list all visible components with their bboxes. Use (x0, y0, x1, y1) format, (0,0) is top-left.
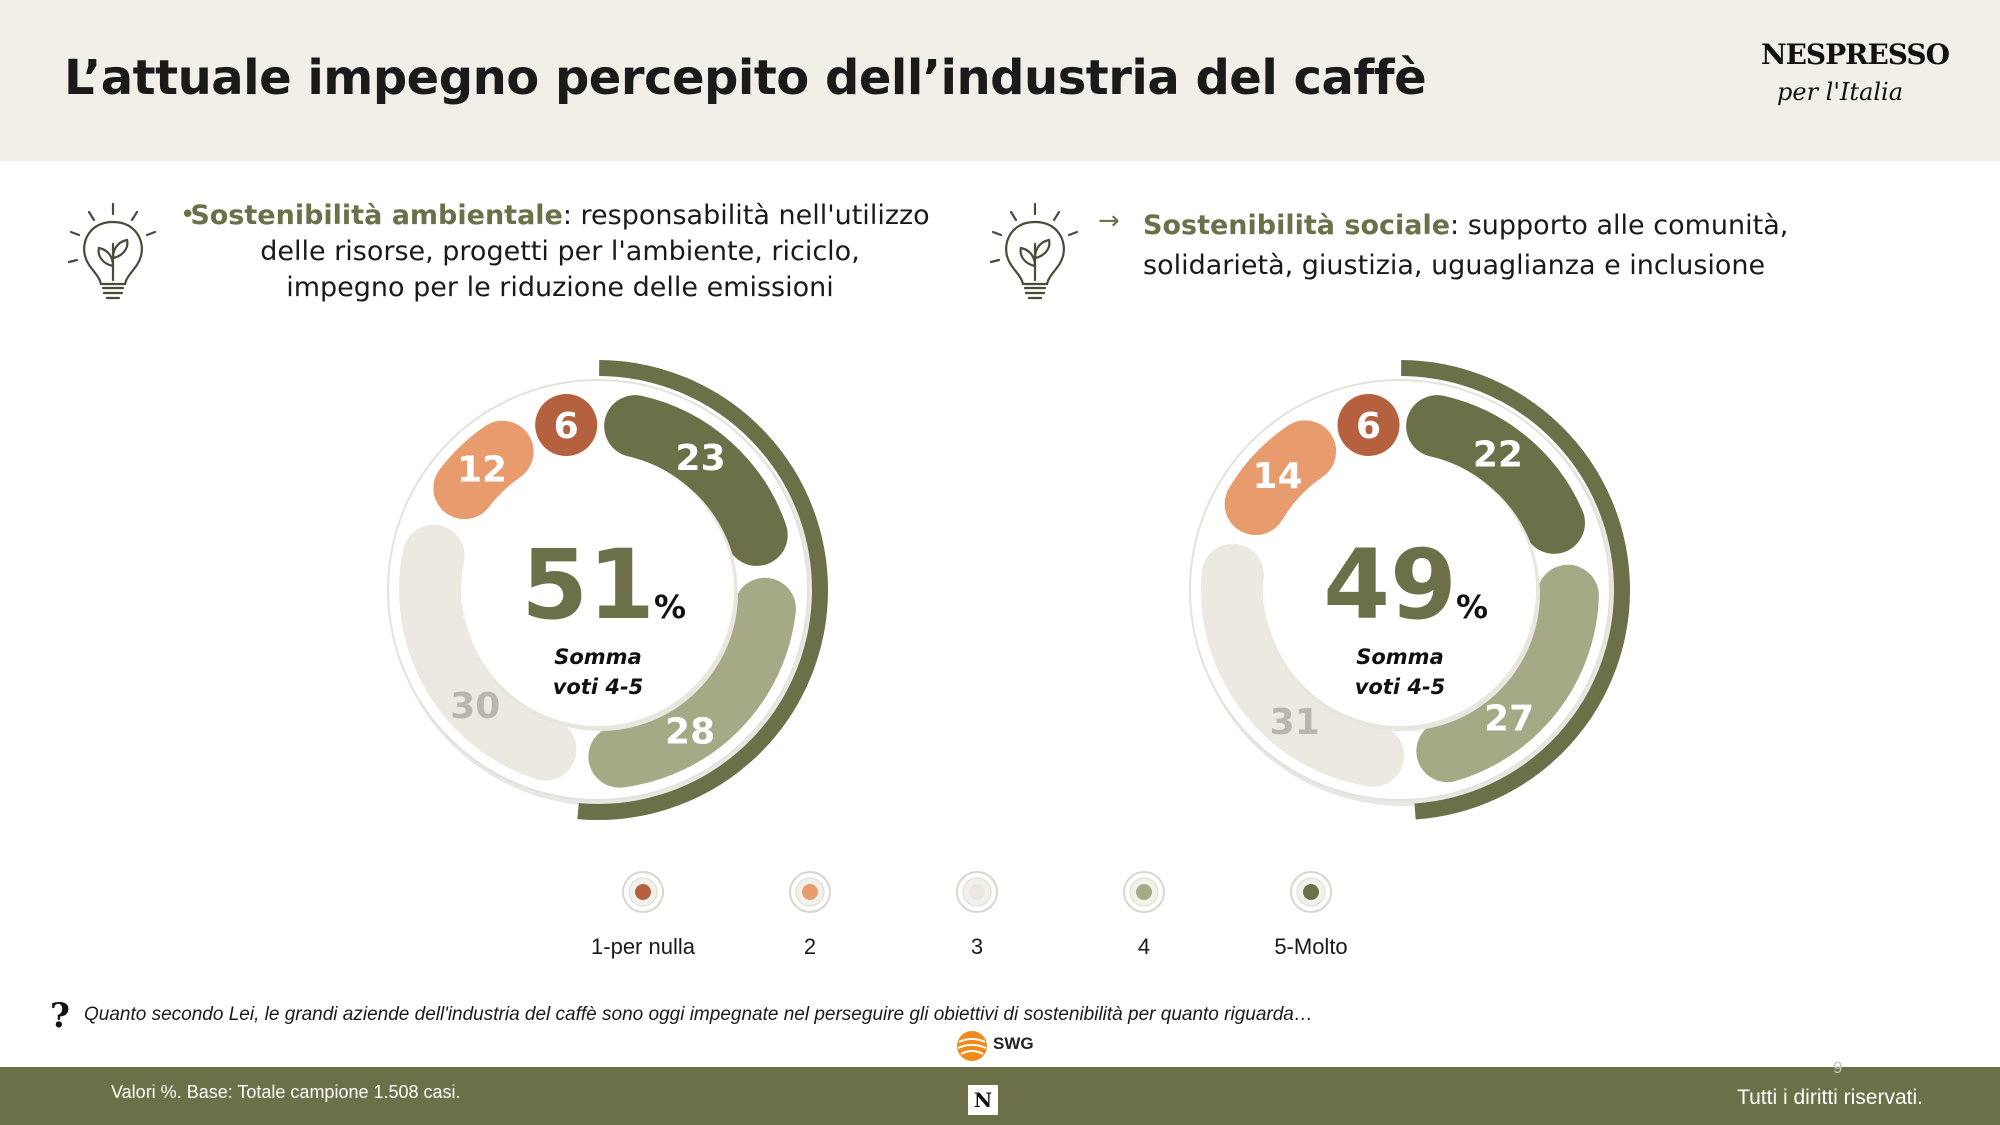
donut-chart-sociale: 22 27 31 14 6 49% Somma voti 4-5 (1160, 350, 1640, 830)
center-caption: Somma (554, 645, 642, 669)
legend-label: 3 (970, 934, 984, 959)
section-text-line: : supporto alle comunità, (1450, 210, 1789, 241)
section-text-line: solidarietà, giustizia, uguaglianza e in… (1143, 250, 1766, 281)
swg-logo: SWG (955, 1028, 1055, 1064)
slice-value-label: 28 (665, 712, 715, 753)
question-icon: ? (50, 996, 70, 1036)
top-box-accent-arc (577, 360, 828, 820)
bullet-marker: • (180, 200, 196, 230)
inner-disc (1264, 454, 1536, 726)
capsule-icon (1123, 871, 1165, 913)
slice-value-label: 27 (1484, 699, 1534, 740)
legend-item: 4 (1064, 868, 1224, 968)
lightbulb-plant-icon (63, 200, 163, 310)
center-percentage: 51 (521, 529, 655, 641)
center-caption: voti 4-5 (553, 675, 644, 699)
legend-label: 1-per nulla (591, 934, 695, 959)
center-caption: voti 4-5 (1355, 675, 1446, 699)
slice-value-label: 12 (457, 449, 507, 490)
footer-rights: Tutti i diritti riservati. (1737, 1086, 1923, 1109)
swg-logo-text: SWG (993, 1034, 1034, 1053)
legend-label: 4 (1137, 934, 1151, 959)
section-text-line: delle risorse, progetti per l'ambiente, … (260, 236, 860, 267)
capsule-icon (956, 871, 998, 913)
capsule-icon (789, 871, 831, 913)
section-keyword: Sostenibilità sociale (1143, 210, 1451, 241)
donut-slice (604, 395, 788, 566)
slice-value-label: 6 (1356, 406, 1381, 447)
slice-value-label: 31 (1270, 702, 1320, 743)
center-caption: Somma (1356, 645, 1444, 669)
donut-slice (588, 577, 796, 788)
center-percentage: 49 (1323, 529, 1457, 641)
section-text-line: : responsabilità nell'utilizzo (562, 200, 930, 231)
page-number: 9 (1833, 1058, 1843, 1077)
arrow-marker-icon: → (1098, 206, 1120, 236)
donut-slice (1406, 395, 1585, 554)
center-percent-sign: % (1456, 588, 1488, 626)
section-description-ambientale: Sostenibilità ambientale: responsabilità… (180, 198, 940, 306)
top-box-accent-arc (1401, 360, 1630, 820)
legend-label: 5-Molto (1274, 934, 1348, 959)
section-keyword: Sostenibilità ambientale (190, 200, 563, 231)
slice-value-label: 6 (554, 406, 579, 447)
legend-item: 1-per nulla (563, 868, 723, 968)
chart-legend: 1-per nulla 2 3 4 5-Molto (0, 868, 2000, 968)
slice-value-label: 14 (1252, 456, 1302, 497)
nespresso-logo: NESPRESSO per l'Italia (1755, 38, 1955, 118)
footer-bar: Valori %. Base: Totale campione 1.508 ca… (0, 1067, 2000, 1125)
swg-sphere-icon (957, 1031, 987, 1061)
logo-wordmark: NESPRESSO (1760, 38, 1950, 71)
header-bar: L’attuale impegno percepito dell’industr… (0, 0, 2000, 161)
donut-slice (433, 420, 534, 520)
legend-item: 5-Molto (1231, 868, 1391, 968)
page-title: L’attuale impegno percepito dell’industr… (64, 50, 1427, 106)
capsule-icon (622, 871, 664, 913)
section-text-line: impegno per le riduzione delle emissioni (286, 272, 834, 303)
survey-question: Quanto secondo Lei, le grandi aziende de… (84, 1004, 1313, 1025)
slice-value-label: 23 (676, 438, 726, 479)
center-percent-sign: % (654, 588, 686, 626)
slice-value-label: 22 (1473, 434, 1523, 475)
footer-note: Valori %. Base: Totale campione 1.508 ca… (111, 1082, 461, 1102)
donut-slice (1201, 543, 1405, 787)
legend-item: 2 (730, 868, 890, 968)
legend-label: 2 (803, 934, 817, 959)
section-description-sociale: Sostenibilità sociale: supporto alle com… (1143, 206, 1863, 286)
donut-chart-ambientale: 23 28 30 12 6 51% Somma voti 4-5 (358, 350, 838, 830)
capsule-icon (1290, 871, 1332, 913)
donut-slice (1416, 564, 1599, 783)
lightbulb-plant-icon (985, 200, 1085, 310)
slice-value-label: 30 (450, 686, 500, 727)
nespresso-n-logo: N (968, 1085, 998, 1115)
legend-item: 3 (897, 868, 1057, 968)
donut-slice (1224, 420, 1337, 536)
inner-disc (462, 454, 734, 726)
donut-slice (399, 524, 577, 781)
logo-tagline: per l'Italia (1777, 78, 1904, 106)
